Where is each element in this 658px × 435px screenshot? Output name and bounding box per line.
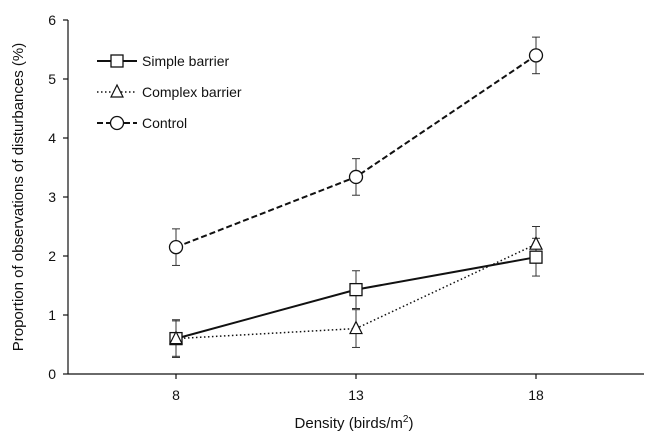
- y-axis-title: Proportion of observations of disturbanc…: [10, 43, 27, 352]
- legend-marker-circle: [109, 115, 125, 131]
- y-tick-label: 1: [48, 307, 56, 323]
- y-tick-label: 6: [48, 12, 56, 28]
- legend-label: Complex barrier: [142, 84, 242, 100]
- y-tick-label: 5: [48, 71, 56, 87]
- y-tick-label: 2: [48, 248, 56, 264]
- y-tick-label: 0: [48, 366, 56, 382]
- x-tick-label: 18: [528, 387, 544, 403]
- data-point-circle: [528, 48, 544, 63]
- legend-label: Simple barrier: [142, 53, 229, 69]
- data-point-triangle: [349, 320, 363, 335]
- data-point-triangle: [169, 330, 183, 345]
- legend-marker-square: [110, 54, 124, 68]
- x-tick-label: 13: [348, 387, 364, 403]
- data-point-circle: [348, 169, 364, 185]
- data-point-triangle: [529, 235, 543, 250]
- series-markers: [168, 48, 544, 346]
- y-tick-label: 4: [48, 130, 56, 146]
- y-tick-label: 3: [48, 189, 56, 205]
- legend-label: Control: [142, 115, 187, 131]
- x-axis-title: Density (birds/m2): [295, 414, 414, 432]
- data-point-circle: [168, 239, 184, 255]
- legend: Simple barrier Complex barrier Control: [97, 53, 242, 131]
- data-point-square: [529, 250, 543, 264]
- x-ticks: 8 13 18: [172, 374, 544, 403]
- x-axis-title-superscript: 2: [403, 414, 409, 425]
- data-point-square: [349, 282, 363, 297]
- legend-marker-triangle: [110, 83, 124, 98]
- x-tick-label: 8: [172, 387, 180, 403]
- y-ticks: 0 1 2 3 4 5 6: [48, 12, 68, 382]
